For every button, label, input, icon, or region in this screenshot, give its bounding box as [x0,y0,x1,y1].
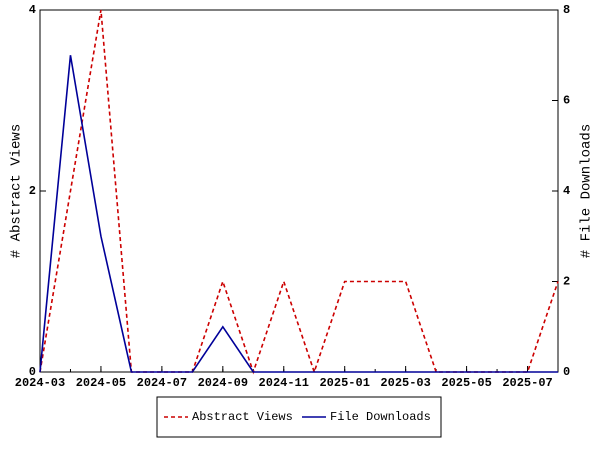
x-tick-label: 2025-03 [380,376,430,390]
series-line [39,55,558,373]
legend-box [156,396,442,438]
x-tick-label: 2024-07 [137,376,187,390]
y2-axis-label: # File Downloads [579,124,595,258]
y2-tick-label: 8 [563,3,570,17]
x-tick-label: 2024-09 [198,376,248,390]
legend-label: Abstract Views [192,410,293,424]
legend-label: File Downloads [330,410,431,424]
series-line [39,9,559,375]
y-tick-label: 4 [29,3,36,17]
y2-tick-label: 0 [563,365,570,379]
y2-tick-label: 2 [563,275,570,289]
x-tick-label: 2025-01 [319,376,369,390]
y-axis-label: # Abstract Views [9,124,25,258]
y2-tick-label: 4 [563,184,570,198]
y-tick-label: 0 [29,365,36,379]
x-tick-label: 2025-07 [502,376,552,390]
x-tick-label: 2024-05 [76,376,126,390]
y2-tick-label: 6 [563,94,570,108]
x-tick-label: 2025-05 [441,376,491,390]
x-tick-label: 2024-11 [259,376,309,390]
plot-frame [39,9,559,373]
y-tick-label: 2 [29,184,36,198]
x-tick-label: 2024-03 [15,376,65,390]
